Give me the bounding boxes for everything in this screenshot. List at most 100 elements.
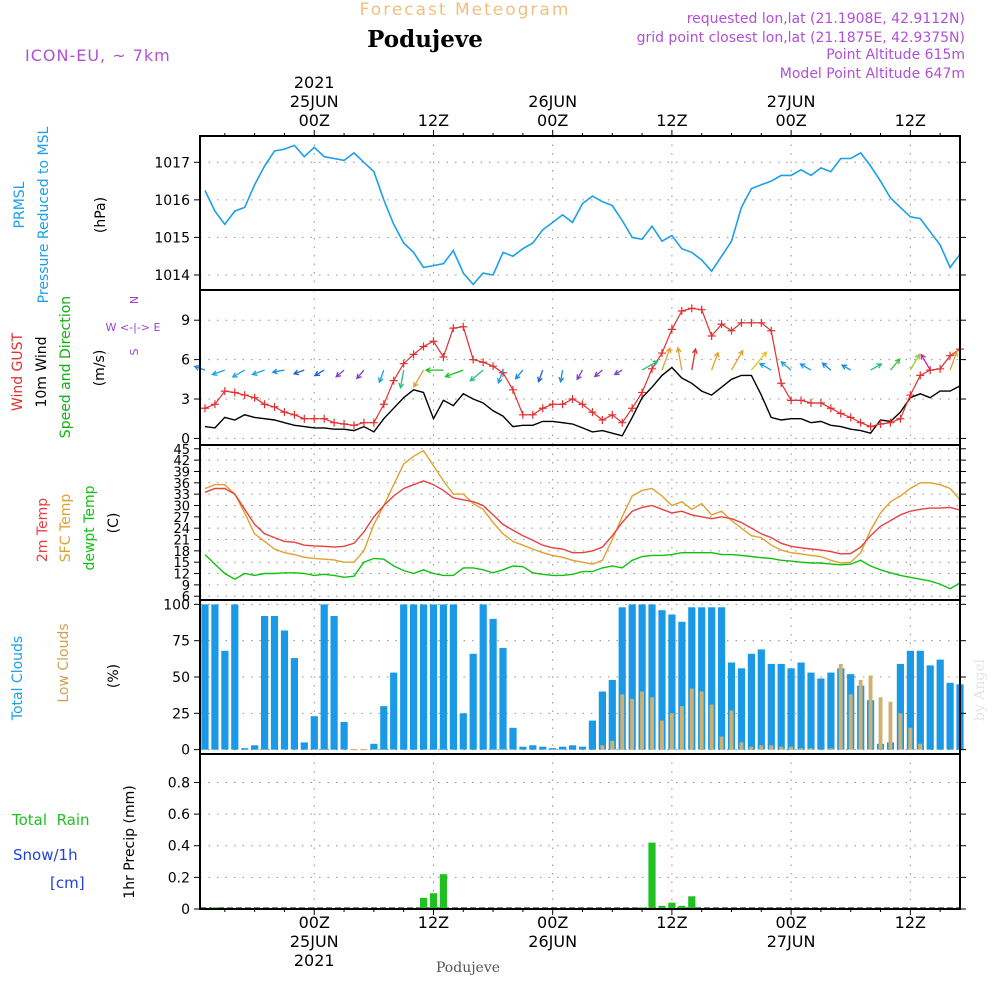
- time-label-top: 2021: [294, 73, 335, 92]
- total-cloud-bar: [429, 604, 438, 750]
- total-cloud-bar: [718, 607, 726, 750]
- temp-ylabel-dewpt: dewpt Temp: [82, 485, 98, 570]
- precip-ylabel: 1hr Precip (mm): [122, 785, 138, 898]
- wind-gust-marker: [409, 350, 418, 359]
- total-cloud-bar: [519, 746, 527, 750]
- wind-gust-marker: [260, 400, 269, 409]
- total-cloud-bar: [747, 653, 755, 750]
- low-cloud-bar: [699, 691, 704, 750]
- wind-gust-marker: [717, 320, 726, 329]
- low-cloud-bar: [729, 710, 734, 750]
- wind-gust-marker: [389, 376, 398, 385]
- compass-row-label: W <-|-> E: [106, 321, 161, 334]
- wind-gust-marker: [568, 395, 577, 404]
- wind-gust-marker: [916, 371, 925, 380]
- wind-direction-arrow: [890, 358, 901, 371]
- wind-gust-marker: [648, 364, 657, 373]
- low-cloud-bar: [749, 746, 754, 750]
- wind-direction-arrow: [335, 369, 345, 378]
- low-cloud-bar: [908, 727, 913, 750]
- wind-gust-marker: [767, 326, 776, 335]
- low-cloud-bar: [660, 720, 664, 750]
- wind-ylabel-direction: Speed and Direction: [58, 296, 74, 438]
- wind-direction-arrow: [593, 369, 603, 378]
- product-title: Forecast Meteogram: [360, 0, 571, 20]
- wind-gust-marker: [330, 418, 339, 427]
- y-tick-label: 15: [173, 556, 190, 571]
- wind-direction-arrow: [497, 369, 504, 385]
- temp-2m-series-line: [204, 480, 961, 555]
- wind-direction-arrow: [821, 362, 832, 371]
- compass-north-label: N: [128, 296, 141, 304]
- total-cloud-bar: [499, 647, 507, 750]
- wind-gust-marker: [727, 326, 736, 335]
- total-cloud-bar: [777, 663, 785, 750]
- y-tick-label: 0: [181, 431, 190, 447]
- model-label: ICON-EU, ~ 7km: [25, 46, 171, 65]
- total-cloud-bar: [608, 679, 616, 750]
- total-cloud-bar: [797, 662, 805, 750]
- low-cloud-bar: [898, 713, 903, 750]
- wind-gust-marker: [300, 414, 309, 423]
- total-cloud-bar: [320, 604, 328, 750]
- wind-gust-marker: [906, 391, 915, 400]
- low-cloud-bar: [620, 694, 625, 750]
- footer-station: Podujeve: [436, 960, 500, 976]
- wind-gust-marker: [876, 419, 885, 428]
- wind-direction-arrow: [398, 369, 405, 390]
- total-cloud-bar: [300, 742, 308, 750]
- wind-gust-marker: [797, 396, 806, 405]
- data-layer: [193, 144, 964, 909]
- y-tick-label: 27: [173, 511, 190, 526]
- wind-gust-marker: [280, 408, 289, 417]
- total-cloud-bar: [221, 650, 229, 750]
- wind-direction-arrow: [840, 364, 852, 371]
- wind-gust-marker: [459, 322, 468, 331]
- total-cloud-bar: [727, 662, 736, 750]
- wind-direction-arrow: [870, 363, 883, 371]
- station-title: Podujeve: [367, 26, 483, 53]
- wind-direction-arrow: [750, 351, 768, 371]
- total-cloud-bar: [618, 607, 626, 750]
- wind-gust-marker: [469, 355, 478, 364]
- wind-gust-marker: [528, 410, 537, 419]
- wind-direction-arrow: [558, 369, 565, 384]
- time-label-bottom: 2021: [294, 951, 335, 970]
- total-cloud-bar: [946, 682, 954, 750]
- time-label-bottom: 26JUN: [528, 932, 577, 951]
- total-cloud-bar: [469, 653, 477, 750]
- total-cloud-bar: [509, 727, 517, 750]
- y-tick-label: 0.6: [168, 807, 190, 823]
- y-tick-label: 75: [172, 634, 190, 650]
- y-tick-label: 25: [172, 706, 190, 722]
- total-cloud-bar: [251, 745, 259, 750]
- total-cloud-bar: [280, 630, 289, 750]
- total-cloud-bar: [340, 722, 348, 750]
- wind-gust-marker: [787, 396, 796, 405]
- total-cloud-bar: [658, 610, 666, 750]
- y-tick-label: 0.2: [168, 870, 190, 886]
- wind-gust-marker: [737, 318, 746, 327]
- time-label-top: 12Z: [656, 111, 687, 130]
- pressure-series-line: [204, 144, 961, 286]
- wind-direction-arrow: [710, 351, 720, 371]
- y-tick-label: 24: [173, 522, 190, 537]
- low-cloud-bar: [600, 745, 605, 750]
- total-cloud-bar: [459, 713, 467, 750]
- low-cloud-bar: [848, 694, 853, 750]
- total-cloud-bar: [678, 621, 686, 750]
- total-cloud-bar: [708, 607, 716, 750]
- wind-gust-marker: [399, 359, 408, 368]
- low-cloud-bar: [739, 742, 744, 750]
- low-cloud-bar: [769, 745, 774, 750]
- total-cloud-bar: [569, 745, 577, 750]
- total-cloud-bar: [261, 616, 269, 750]
- wind-direction-arrow: [424, 367, 444, 374]
- total-cloud-bar: [330, 616, 338, 750]
- low-cloud-bar: [878, 697, 883, 750]
- low-cloud-bar: [719, 736, 724, 750]
- total-cloud-bar: [559, 746, 567, 750]
- dewpoint-series-line: [204, 552, 961, 590]
- axes-layer: [194, 130, 966, 915]
- wind-gust-marker: [747, 318, 756, 327]
